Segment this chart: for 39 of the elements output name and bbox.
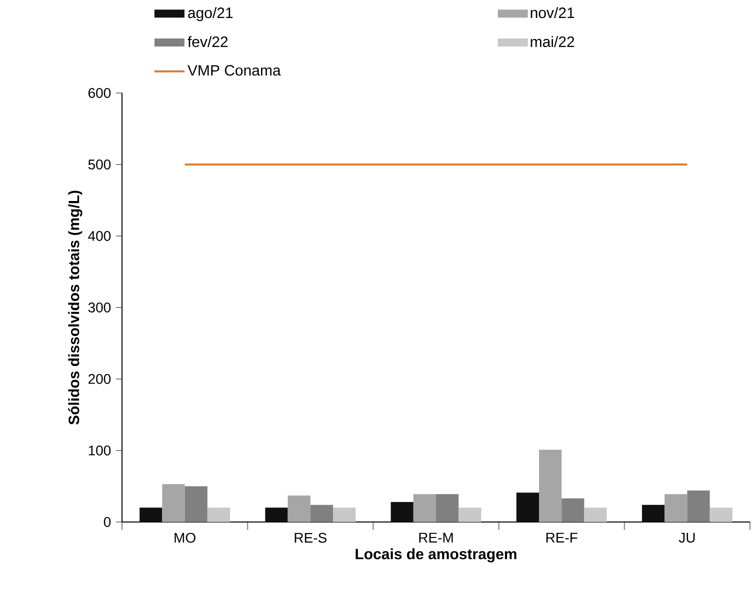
- bar: [162, 484, 185, 522]
- y-tick-label: 600: [88, 88, 111, 98]
- x-axis-title: Locais de amostragem: [356, 548, 516, 562]
- bar: [562, 498, 584, 522]
- bar: [687, 490, 710, 522]
- bar: [207, 508, 230, 522]
- bar: [184, 486, 208, 522]
- bar: [710, 508, 732, 522]
- legend-label: VMP Conama: [188, 65, 281, 76]
- x-tick-label: RE-F: [546, 532, 578, 542]
- bar: [265, 508, 288, 522]
- bar: [664, 494, 688, 522]
- x-tick-label: MO: [174, 532, 196, 543]
- bar: [436, 494, 459, 522]
- bar: [516, 492, 539, 522]
- x-tick-label: JU: [678, 532, 695, 543]
- bar: [538, 450, 562, 522]
- legend-label: nov/21: [530, 7, 574, 18]
- y-tick-label: 500: [88, 160, 111, 170]
- y-axis-title: Sólidos dissolvidos totais (mg/L): [68, 190, 82, 425]
- y-tick-label: 100: [88, 446, 111, 456]
- bar: [642, 504, 665, 522]
- y-tick-label: 300: [88, 302, 111, 312]
- legend-label: fev/22: [188, 36, 228, 48]
- legend-label: mai/22: [530, 36, 574, 48]
- bar: [413, 494, 436, 522]
- bar: [140, 508, 162, 522]
- y-tick-label: 0: [104, 517, 111, 527]
- x-tick-label: RE-M: [419, 532, 453, 542]
- legend-label: ago/21: [188, 7, 233, 22]
- bar: [288, 496, 310, 522]
- bar: [310, 504, 334, 522]
- y-tick-label: 200: [88, 374, 111, 384]
- bar: [584, 508, 607, 522]
- bar: [390, 502, 414, 522]
- x-tick-label: RE-S: [294, 532, 326, 543]
- y-tick-label: 400: [88, 231, 111, 241]
- bar: [333, 508, 356, 522]
- bar: [458, 508, 482, 522]
